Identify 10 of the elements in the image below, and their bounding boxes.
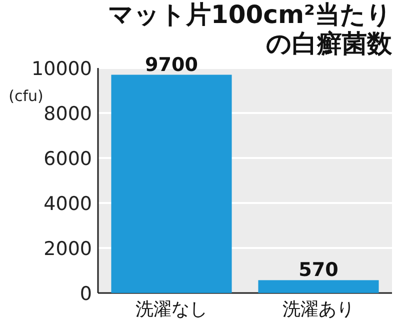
y-tick-label: 6000	[44, 148, 92, 170]
y-tick-label: 0	[80, 283, 92, 305]
x-tick-label: 洗濯なし	[136, 299, 208, 320]
y-tick-label: 2000	[44, 238, 92, 260]
y-tick-label: 4000	[44, 193, 92, 215]
x-tick-label: 洗濯あり	[282, 299, 354, 320]
data-label: 570	[298, 259, 338, 282]
y-tick-label: 10000	[32, 58, 92, 80]
y-tick-label: 8000	[44, 103, 92, 125]
y-axis-title: (cfu)	[8, 87, 44, 105]
